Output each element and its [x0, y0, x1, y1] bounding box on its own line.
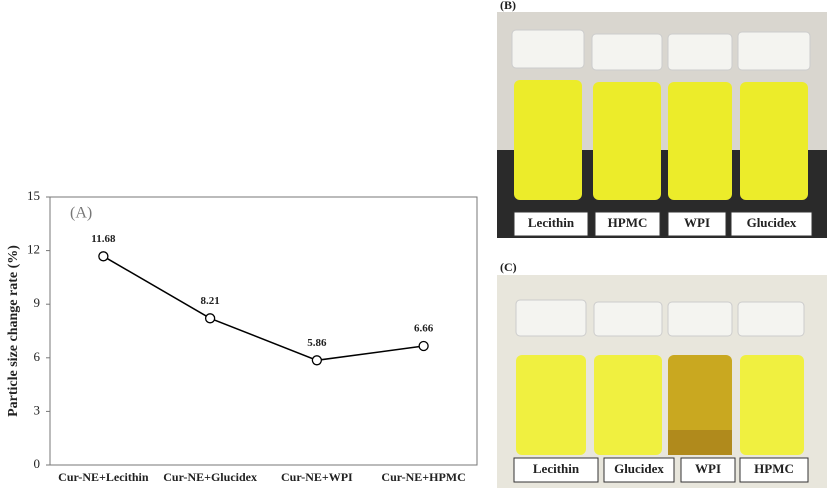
sample-label: WPI	[684, 215, 710, 230]
sample-box	[603, 457, 675, 483]
sample-box	[513, 457, 599, 483]
data-point	[98, 251, 109, 262]
value-label: 8.21	[201, 295, 220, 307]
photo-b	[497, 12, 827, 238]
data-point	[418, 340, 429, 352]
x-tick-label: Cur-NE+Glucidex	[163, 470, 257, 484]
y-axis-label: Particle size change rate (%)	[6, 245, 21, 417]
sample-box	[667, 211, 727, 237]
sample-box	[680, 457, 736, 483]
y-tick-label: 0	[34, 456, 41, 471]
data-line	[102, 255, 424, 362]
data-point	[311, 355, 323, 366]
sample-box	[513, 211, 589, 237]
x-tick-label: Cur-NE+HPMC	[381, 470, 465, 484]
y-tick-label: 15	[27, 188, 40, 203]
sample-label: Glucidex	[614, 461, 664, 476]
plot-frame	[49, 196, 478, 466]
y-tick-label: 12	[27, 242, 40, 257]
panel-label: (A)	[70, 205, 92, 222]
sample-label: WPI	[695, 461, 721, 476]
sample-box	[594, 211, 661, 237]
value-label: 11.68	[91, 233, 116, 245]
sample-box	[739, 457, 809, 483]
sample-label: Lecithin	[533, 461, 580, 476]
sample-label: Lecithin	[528, 215, 575, 230]
sample-box	[730, 211, 813, 237]
sample-label: Glucidex	[747, 215, 797, 230]
y-tick-label: 3	[34, 402, 41, 417]
sample-label: HPMC	[608, 215, 648, 230]
sample-label: HPMC	[754, 461, 794, 476]
x-tick-label: Cur-NE+WPI	[281, 470, 353, 484]
y-tick-label: 6	[34, 349, 41, 364]
value-label: 6.66	[414, 323, 434, 335]
data-point	[204, 313, 216, 324]
value-label: 5.86	[307, 337, 327, 349]
photo-c	[497, 275, 827, 488]
y-tick-label: 9	[34, 295, 41, 310]
x-tick-label: Cur-NE+Lecithin	[58, 470, 149, 484]
panel-label: (C)	[500, 260, 517, 274]
panel-label: (B)	[500, 0, 516, 12]
